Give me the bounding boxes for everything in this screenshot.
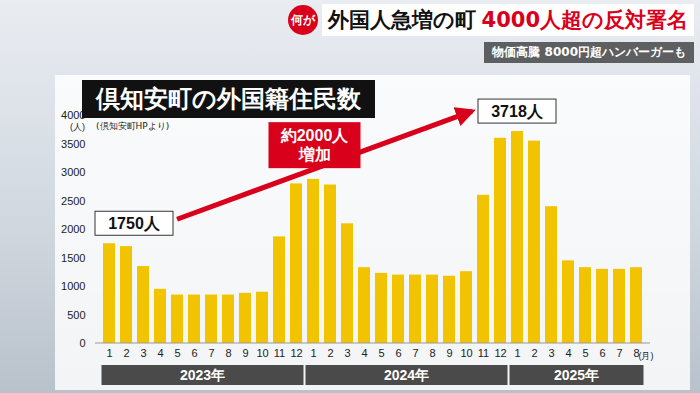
svg-text:12: 12: [494, 347, 506, 359]
svg-text:11: 11: [478, 347, 489, 359]
svg-text:2: 2: [327, 347, 333, 359]
svg-text:1750人: 1750人: [108, 215, 161, 232]
svg-text:2500: 2500: [61, 195, 85, 207]
svg-text:12: 12: [290, 347, 302, 359]
html-text:物価高騰 8000円超ハンバーガーも: 物価高騰 8000円超ハンバーガーも: [492, 45, 686, 59]
svg-text:9: 9: [446, 347, 452, 359]
html-text:(倶知安町HPより): (倶知安町HPより): [96, 121, 170, 131]
svg-text:1: 1: [106, 347, 112, 359]
svg-text:6: 6: [191, 347, 197, 359]
svg-text:1: 1: [514, 347, 520, 359]
svg-text:(月): (月): [639, 351, 654, 361]
html-text:何が: 何が: [290, 12, 315, 27]
svg-text:10: 10: [460, 347, 472, 359]
svg-text:8: 8: [429, 347, 435, 359]
html-text:倶知安町の外国籍住民数: 倶知安町の外国籍住民数: [96, 85, 361, 113]
svg-text:11: 11: [274, 347, 285, 359]
svg-text:2023年: 2023年: [180, 367, 225, 383]
svg-text:500: 500: [67, 309, 85, 321]
svg-text:4: 4: [157, 347, 163, 359]
svg-text:7: 7: [616, 347, 622, 359]
svg-text:3: 3: [140, 347, 146, 359]
svg-text:2024年: 2024年: [384, 367, 429, 383]
svg-text:8: 8: [633, 347, 640, 360]
svg-text:3: 3: [548, 347, 554, 359]
svg-text:約2000人: 約2000人: [280, 127, 350, 144]
svg-text:4000: 4000: [61, 109, 86, 121]
svg-text:7: 7: [412, 347, 418, 359]
svg-text:3718人: 3718人: [491, 103, 544, 120]
svg-text:(人): (人): [70, 122, 85, 132]
svg-text:8: 8: [225, 347, 231, 359]
svg-text:4: 4: [361, 347, 367, 359]
svg-text:2025年: 2025年: [554, 367, 599, 383]
svg-text:5: 5: [378, 347, 384, 359]
svg-text:7: 7: [208, 347, 214, 359]
svg-text:2: 2: [531, 347, 537, 359]
svg-text:3500: 3500: [61, 138, 85, 150]
svg-text:2000: 2000: [61, 223, 85, 235]
svg-text:1: 1: [310, 347, 316, 359]
svg-text:1000: 1000: [61, 280, 85, 292]
svg-text:1500: 1500: [61, 252, 85, 264]
svg-text:10: 10: [256, 347, 268, 359]
svg-text:2: 2: [123, 347, 129, 359]
html-text:外国人急増の町 4000人超の反対署名: 外国人急増の町 4000人超の反対署名: [327, 8, 688, 32]
svg-text:3000: 3000: [61, 166, 85, 178]
svg-text:9: 9: [242, 347, 248, 359]
svg-text:6: 6: [599, 347, 605, 359]
svg-text:6: 6: [395, 347, 401, 359]
svg-text:5: 5: [582, 347, 588, 359]
svg-text:4: 4: [565, 347, 571, 359]
svg-text:3: 3: [344, 347, 350, 359]
svg-text:5: 5: [174, 347, 180, 359]
svg-text:増加: 増加: [298, 145, 331, 163]
svg-text:0: 0: [79, 337, 85, 349]
